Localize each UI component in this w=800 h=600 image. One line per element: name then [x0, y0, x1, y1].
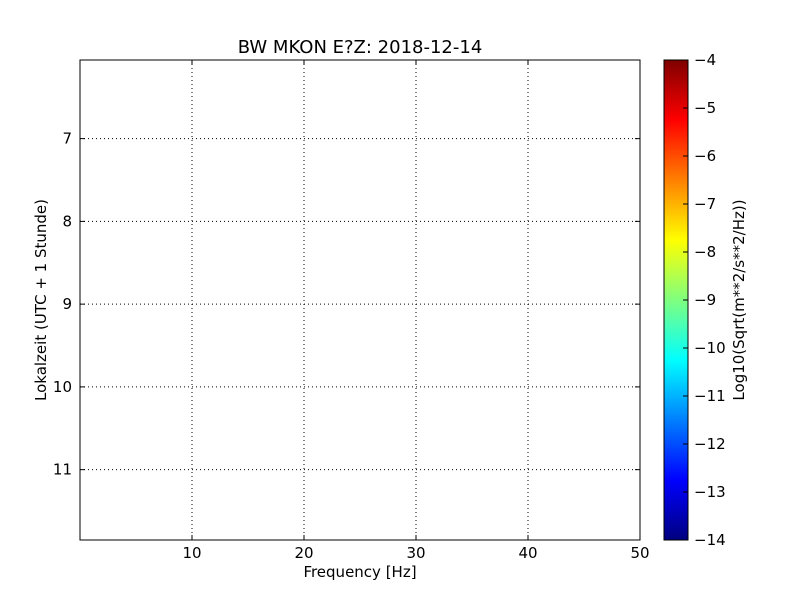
chart-title: BW MKON E?Z: 2018-12-14 — [238, 37, 483, 58]
